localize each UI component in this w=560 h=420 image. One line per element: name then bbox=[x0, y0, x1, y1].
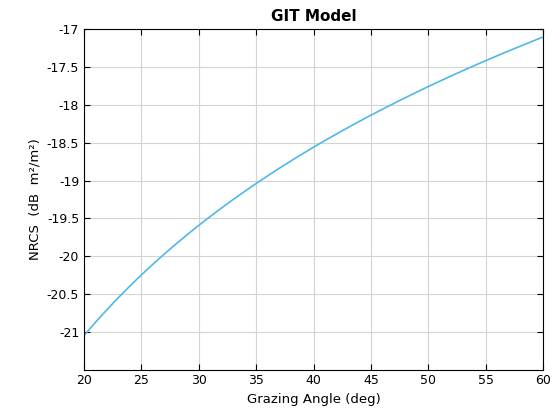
Title: GIT Model: GIT Model bbox=[271, 9, 356, 24]
Y-axis label: NRCS  (dB  m²/m²): NRCS (dB m²/m²) bbox=[28, 139, 41, 260]
X-axis label: Grazing Angle (deg): Grazing Angle (deg) bbox=[247, 393, 380, 406]
